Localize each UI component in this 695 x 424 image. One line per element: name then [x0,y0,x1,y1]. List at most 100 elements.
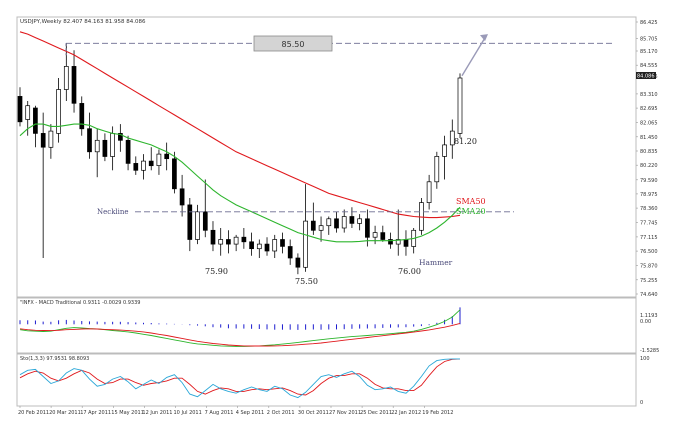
candle-bull [48,130,54,148]
candle-bull [56,89,61,134]
macd-scale-bottom: -1.5285 [640,348,659,354]
price-scale-label: 86.425 [640,20,658,26]
price-scale-label: 85.170 [640,49,658,55]
candle-bear [79,103,85,130]
candle-bear [179,188,185,206]
candle-bull [395,239,401,245]
date-label: 25 Dec 2011 [360,410,392,416]
price-panel-frame [16,16,637,298]
macd-label: "INFX - MACD Traditional 0.9311 -0.0029 … [20,300,140,306]
date-label: 22 Jan 2012 [391,410,421,416]
price-scale-label: 76.500 [640,249,658,255]
candle-bear [148,160,154,167]
date-label: 20 Feb 2011 [18,410,49,416]
candle-bear [280,239,285,247]
candle-bull [442,144,447,157]
price-scale: 86.425 85.705 85.170 84.555 84.086 83.310 82.6… [636,20,658,298]
candles [17,43,463,275]
candle-bear [295,257,301,268]
candle-bear [133,163,139,171]
target-box-label: 85.50 [282,40,305,49]
price-scale-label: 84.555 [640,63,658,69]
price-scale-label: 75.255 [640,278,658,284]
price-scale-label: 78.360 [640,206,658,212]
candle-bear [125,139,131,164]
price-scale-label: 82.065 [640,121,658,127]
candle-bear [118,133,123,141]
target-box [253,35,333,52]
candle-bull [357,218,362,224]
hammer-label: Hammer [419,258,453,267]
candle-bull [434,156,440,183]
candle-bear [241,236,247,243]
price-scale-label: 80.835 [640,149,658,155]
current-price-badge [636,72,656,79]
date-label: 27 Nov 2011 [329,410,361,416]
candle-bull [326,218,332,227]
candle-bull [63,66,69,90]
candle-bull [195,211,200,240]
candle-bear [17,96,23,123]
price-scale-label: 77.745 [640,220,658,226]
price-scale-label: 79.590 [640,178,658,184]
candle-bull [457,77,463,134]
candle-bear [187,204,193,240]
projection-arrow [461,34,488,77]
candle-bear [164,153,170,160]
low-label-76-00: 76.00 [398,267,421,276]
candle-bear [226,239,231,245]
candle-bear [380,232,386,240]
price-scale-label: 85.705 [640,37,658,43]
low-label-75-50: 75.50 [295,277,318,286]
candle-bear [334,218,339,229]
candle-bull [318,225,324,231]
current-price-badge-text: 84.086 [637,74,655,80]
date-label: 2 Oct 2011 [267,410,295,416]
candle-bear [33,107,38,134]
macd-panel-frame [16,297,637,354]
candle-bull [218,239,224,245]
candle-bear [310,220,316,231]
candle-bull [272,239,278,252]
candle-bear [388,239,393,245]
date-label: 20 Mar 2011 [49,410,81,416]
stoch-main-line [19,358,460,399]
candle-bull [426,181,432,203]
candle-bull [303,220,308,268]
candle-bull [110,133,115,157]
date-label: 30 Oct 2011 [298,410,329,416]
candle-bear [365,218,370,238]
macd-scale-top: 1.1193 [640,313,658,319]
candle-bear [349,216,355,224]
macd-signal-line [19,322,461,347]
neckline-label: Neckline [97,208,129,216]
candle-bear [71,66,77,104]
sma50-label: SMA50 [456,197,486,206]
candle-bear [202,211,208,231]
candle-bull [341,216,347,229]
date-label: 19 Feb 2012 [422,410,453,416]
candle-bear [210,229,216,245]
price-scale-label: 74.640 [640,292,658,298]
candle-bear [102,139,108,157]
candle-bear [40,133,46,148]
candle-bull [25,105,31,120]
date-label: 4 Sep 2011 [236,410,265,416]
candle-bear [264,243,270,252]
date-axis: 20 Feb 2011 20 Mar 2011 17 Apr 2011 15 May … [18,406,453,416]
date-label: 17 Apr 2011 [80,410,111,416]
date-label: 7 Aug 2011 [205,410,234,416]
candle-bear [287,246,293,259]
macd-scale-zero: 0.00 [640,319,651,325]
candle-bear [87,128,92,153]
macd-indicator [19,307,461,347]
stoch-label: Sto(1,3,3) 97.9531 98.8093 [20,356,89,362]
symbol-header: USDJPY,Weekly 82.407 84.163 81.958 84.08… [20,19,146,25]
level-label-81-20: 81.20 [454,137,477,146]
sma20-label: SMA20 [456,207,486,216]
price-scale-label: 78.975 [640,192,658,198]
date-label: 10 Jul 2011 [174,410,202,416]
stoch-scale-top: 100 [640,356,650,362]
candle-bull [156,153,162,166]
